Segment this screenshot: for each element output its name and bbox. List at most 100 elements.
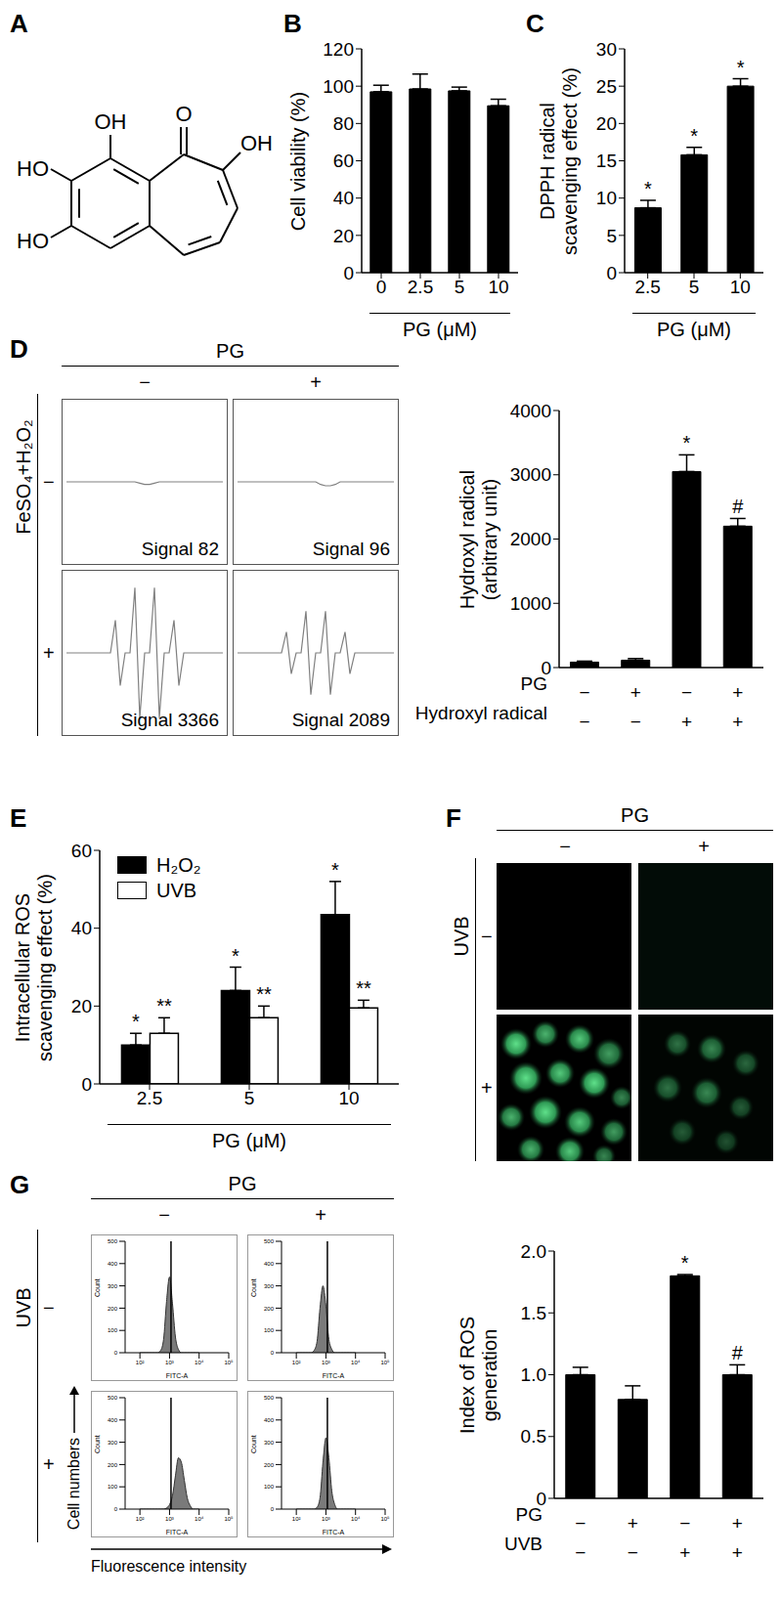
svg-text:1000: 1000 bbox=[510, 593, 552, 614]
svg-text:*: * bbox=[231, 945, 240, 967]
svg-text:HO: HO bbox=[16, 156, 49, 181]
svg-text:2000: 2000 bbox=[510, 528, 552, 550]
svg-text:0: 0 bbox=[376, 276, 388, 298]
svg-text:500: 500 bbox=[263, 1394, 275, 1401]
svg-text:30: 30 bbox=[596, 39, 617, 60]
svg-text:−: − bbox=[627, 1542, 639, 1563]
svg-text:0: 0 bbox=[606, 262, 617, 284]
svg-text:100: 100 bbox=[263, 1327, 275, 1334]
svg-text:*: * bbox=[690, 125, 698, 147]
svg-text:−: − bbox=[579, 682, 591, 703]
svg-text:0: 0 bbox=[270, 1506, 275, 1513]
svg-text:300: 300 bbox=[107, 1283, 119, 1290]
svg-text:500: 500 bbox=[107, 1394, 119, 1401]
svg-text:10⁵: 10⁵ bbox=[380, 1516, 391, 1522]
svg-text:+: + bbox=[630, 682, 642, 703]
svg-text:100: 100 bbox=[107, 1327, 119, 1334]
svg-text:+: + bbox=[679, 1542, 691, 1563]
svg-text:200: 200 bbox=[107, 1305, 119, 1312]
svg-text:100: 100 bbox=[263, 1483, 275, 1490]
svg-text:10⁵: 10⁵ bbox=[380, 1359, 391, 1366]
svg-text:0: 0 bbox=[114, 1349, 119, 1356]
svg-text:+: + bbox=[627, 1513, 639, 1534]
svg-text:2.5: 2.5 bbox=[634, 276, 660, 298]
svg-text:300: 300 bbox=[263, 1283, 275, 1290]
svg-text:60: 60 bbox=[71, 840, 92, 862]
svg-text:2.5: 2.5 bbox=[407, 276, 434, 298]
svg-text:0: 0 bbox=[343, 262, 354, 284]
svg-text:FITC-A: FITC-A bbox=[166, 1372, 189, 1380]
svg-text:+: + bbox=[732, 1513, 743, 1534]
svg-text:+: + bbox=[732, 1542, 743, 1563]
svg-text:−: − bbox=[579, 711, 591, 733]
svg-text:**: ** bbox=[156, 995, 173, 1017]
svg-text:10³: 10³ bbox=[165, 1516, 174, 1522]
svg-text:0: 0 bbox=[81, 1074, 92, 1095]
svg-text:40: 40 bbox=[71, 917, 92, 939]
svg-text:−: − bbox=[679, 1513, 691, 1534]
svg-text:100: 100 bbox=[107, 1483, 119, 1490]
svg-text:2.0: 2.0 bbox=[520, 1241, 547, 1262]
svg-text:−: − bbox=[681, 682, 693, 703]
svg-text:FITC-A: FITC-A bbox=[166, 1528, 189, 1536]
svg-text:Count: Count bbox=[93, 1434, 101, 1454]
svg-text:0: 0 bbox=[114, 1506, 119, 1513]
svg-text:*: * bbox=[681, 1252, 690, 1274]
svg-text:10⁴: 10⁴ bbox=[350, 1516, 361, 1522]
svg-text:HO: HO bbox=[16, 228, 49, 254]
svg-text:10²: 10² bbox=[292, 1359, 302, 1366]
svg-text:1.5: 1.5 bbox=[520, 1302, 547, 1324]
svg-text:10: 10 bbox=[338, 1087, 359, 1109]
svg-text:20: 20 bbox=[333, 225, 354, 247]
svg-text:−: − bbox=[630, 711, 642, 733]
svg-text:20: 20 bbox=[596, 113, 617, 134]
svg-text:Count: Count bbox=[250, 1278, 258, 1298]
svg-text:25: 25 bbox=[596, 76, 617, 97]
svg-text:0: 0 bbox=[270, 1349, 275, 1356]
svg-text:40: 40 bbox=[333, 187, 354, 209]
svg-text:−: − bbox=[574, 1513, 586, 1534]
svg-text:FITC-A: FITC-A bbox=[322, 1372, 346, 1380]
svg-text:4000: 4000 bbox=[510, 400, 552, 422]
svg-text:60: 60 bbox=[333, 150, 354, 172]
svg-text:Count: Count bbox=[93, 1278, 101, 1298]
svg-text:FITC-A: FITC-A bbox=[322, 1528, 346, 1536]
svg-text:120: 120 bbox=[322, 39, 354, 60]
svg-text:10: 10 bbox=[596, 187, 617, 209]
svg-text:OH: OH bbox=[94, 109, 128, 134]
svg-text:10²: 10² bbox=[135, 1516, 145, 1522]
svg-text:20: 20 bbox=[71, 996, 92, 1017]
svg-text:400: 400 bbox=[263, 1260, 275, 1267]
svg-text:*: * bbox=[683, 432, 692, 454]
svg-text:Count: Count bbox=[250, 1434, 258, 1454]
svg-text:3000: 3000 bbox=[510, 464, 552, 485]
svg-text:−: − bbox=[574, 1542, 586, 1563]
svg-text:#: # bbox=[732, 495, 744, 518]
svg-text:10: 10 bbox=[730, 276, 751, 298]
svg-text:15: 15 bbox=[596, 150, 617, 172]
svg-text:OH: OH bbox=[240, 130, 273, 156]
svg-text:0.5: 0.5 bbox=[520, 1426, 547, 1447]
svg-text:5: 5 bbox=[606, 225, 617, 247]
svg-text:10²: 10² bbox=[135, 1359, 145, 1366]
svg-text:**: ** bbox=[355, 977, 372, 999]
svg-text:#: # bbox=[732, 1342, 744, 1364]
svg-text:*: * bbox=[644, 177, 652, 200]
svg-text:10³: 10³ bbox=[165, 1359, 174, 1366]
svg-text:10²: 10² bbox=[292, 1516, 302, 1522]
svg-text:10⁴: 10⁴ bbox=[194, 1516, 205, 1522]
svg-text:400: 400 bbox=[107, 1260, 119, 1267]
svg-text:10³: 10³ bbox=[321, 1516, 331, 1522]
svg-text:400: 400 bbox=[107, 1417, 119, 1424]
svg-text:200: 200 bbox=[263, 1462, 275, 1469]
svg-text:*: * bbox=[131, 1010, 140, 1033]
svg-text:+: + bbox=[732, 682, 743, 703]
svg-text:200: 200 bbox=[107, 1462, 119, 1469]
svg-text:+: + bbox=[681, 711, 693, 733]
svg-text:10⁵: 10⁵ bbox=[223, 1359, 234, 1366]
svg-text:500: 500 bbox=[263, 1238, 275, 1245]
svg-text:500: 500 bbox=[107, 1238, 119, 1245]
svg-text:80: 80 bbox=[333, 113, 354, 134]
svg-text:10³: 10³ bbox=[321, 1359, 331, 1366]
svg-text:10⁴: 10⁴ bbox=[194, 1359, 205, 1366]
